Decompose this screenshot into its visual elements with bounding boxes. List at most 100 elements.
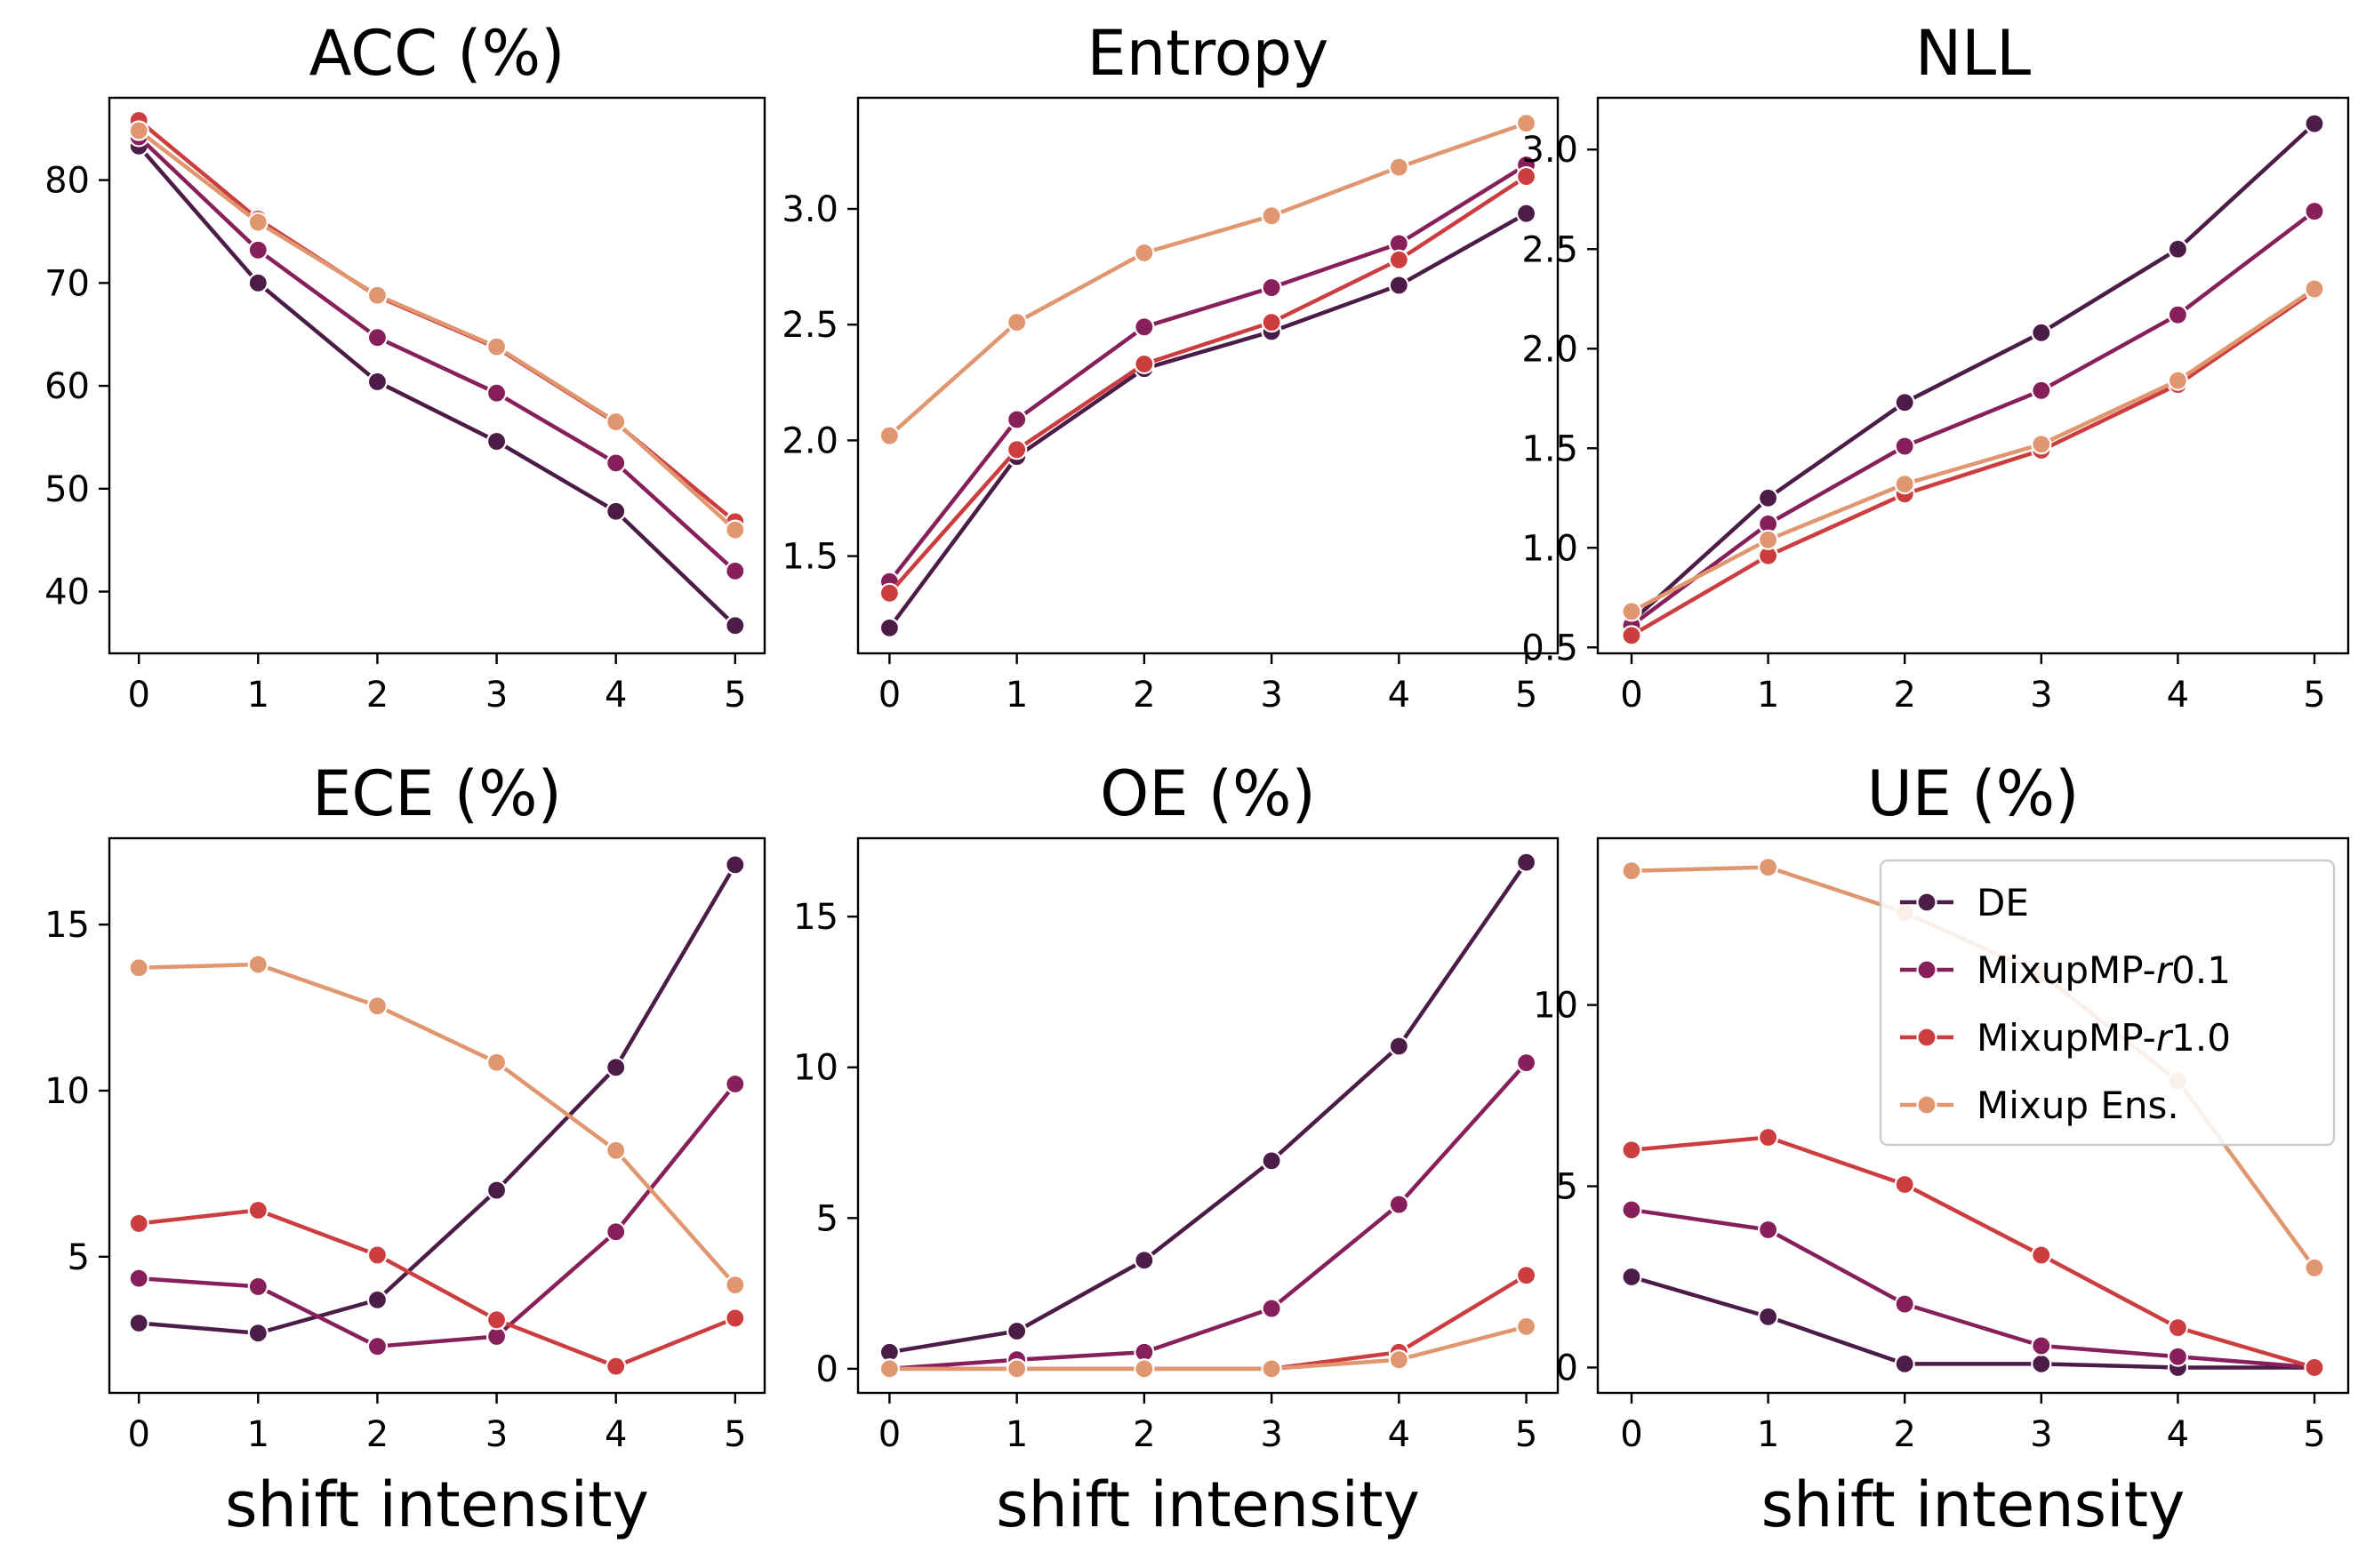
series-line: [1631, 1275, 2315, 1370]
data-point: [1894, 1173, 1915, 1196]
data-point: [878, 1358, 901, 1380]
y-tick-label: 60: [44, 366, 90, 407]
series-line: [138, 1208, 736, 1369]
data-point: [1261, 276, 1282, 299]
data-point: [725, 1073, 746, 1095]
x-tick-label: 0: [878, 1414, 901, 1455]
panel-title: ACC (%): [309, 17, 565, 90]
series-line: [887, 174, 1528, 595]
data-point: [1388, 1194, 1409, 1215]
data-point: [2031, 1335, 2052, 1356]
data-point: [1261, 205, 1282, 227]
series-line: [889, 1273, 1528, 1372]
data-point: [2167, 304, 2189, 325]
y-tick-label: 0: [816, 1349, 838, 1390]
legend-marker: [1916, 959, 1937, 980]
panel-ece: ECE (%) 0 1 2 3 4 5 5 10 15 shift intensity: [44, 757, 766, 1541]
y-tick-label: 15: [44, 905, 90, 946]
data-point: [2031, 1353, 2052, 1374]
series-mixupmp-r0-1: [128, 1073, 746, 1357]
data-point: [1894, 1353, 1915, 1374]
panel-title: OE (%): [1100, 757, 1316, 830]
data-point: [366, 1289, 389, 1310]
data-point: [2031, 322, 2052, 343]
series-line: [889, 1324, 1528, 1372]
x-tick-label: 0: [878, 675, 901, 716]
data-point: [2031, 380, 2052, 401]
series-line: [139, 1083, 737, 1348]
series-line: [138, 863, 737, 1335]
data-point: [247, 1199, 269, 1221]
axes-frame: [856, 836, 1560, 1395]
y-tick-label: 0.5: [1521, 628, 1578, 668]
data-point: [485, 382, 508, 404]
x-tick-label: 4: [605, 1414, 627, 1455]
x-tick-label: 2: [366, 675, 389, 716]
series-mixupmp-r0-1: [1621, 1199, 2325, 1379]
data-point: [366, 1336, 389, 1357]
data-point: [606, 452, 627, 474]
axes-frame: [1596, 836, 2350, 1395]
x-tick-label: 2: [1893, 675, 1915, 716]
data-point: [1515, 113, 1537, 134]
data-point: [878, 425, 901, 446]
x-tick-label: 2: [1893, 1414, 1915, 1455]
x-axis-label: shift intensity: [225, 1468, 649, 1541]
data-point: [1388, 275, 1409, 296]
series-de: [878, 852, 1537, 1363]
data-point: [485, 336, 508, 357]
data-point: [485, 1309, 508, 1331]
x-tick-label: 0: [127, 675, 149, 716]
y-tick-label: 1.5: [1521, 428, 1578, 469]
data-point: [1134, 1250, 1155, 1271]
y-tick-label: 10: [1533, 986, 1578, 1027]
panel-nll: NLL 0 1 2 3 4 5 0.5 1.0 1.5 2.0 2.5 3.0: [1521, 17, 2350, 716]
data-point: [128, 957, 149, 979]
x-tick-label: 1: [1006, 1414, 1028, 1455]
x-tick-label: 0: [127, 1414, 149, 1455]
legend-label: DE: [1977, 881, 2029, 924]
data-point: [725, 615, 746, 636]
y-tick-label: 10: [44, 1071, 90, 1112]
data-point: [1621, 601, 1642, 622]
y-tick-label: 15: [793, 897, 838, 938]
data-point: [1134, 316, 1155, 338]
y-tick-label: 2.0: [1521, 329, 1578, 370]
data-point: [1894, 473, 1915, 495]
panel-oe: OE (%) 0 1 2 3 4 5 0 5 10 15 shift intensity: [793, 757, 1560, 1541]
y-tick-label: 0: [1556, 1348, 1578, 1388]
x-tick-label: 1: [1757, 1414, 1779, 1455]
series-line: [1631, 1135, 2315, 1370]
series-mixupmp-r1-0: [878, 165, 1537, 604]
x-axis-label: shift intensity: [1761, 1468, 2186, 1541]
data-point: [725, 854, 746, 876]
data-point: [1621, 1266, 1642, 1288]
data-point: [128, 1212, 149, 1235]
series-line: [137, 129, 737, 532]
series-line: [887, 121, 1528, 437]
data-point: [1894, 392, 1915, 413]
y-tick-label: 1.0: [1521, 528, 1578, 569]
series-mixupmp-r1-0: [128, 1199, 746, 1377]
data-point: [1261, 312, 1282, 333]
data-point: [247, 239, 269, 260]
legend-marker: [1916, 892, 1937, 913]
axes-frame: [108, 836, 766, 1395]
data-point: [1007, 439, 1028, 460]
data-point: [1757, 1126, 1779, 1148]
data-point: [1388, 1036, 1409, 1057]
series-mixupmp-r1-0: [1621, 1126, 2325, 1379]
legend-item-de: DE: [1900, 881, 2029, 924]
series-line: [137, 144, 737, 628]
x-tick-label: 4: [605, 675, 627, 716]
data-point: [725, 519, 746, 540]
data-point: [366, 1244, 389, 1266]
series-line: [1630, 209, 2316, 628]
data-point: [2304, 1257, 2325, 1278]
data-point: [1388, 249, 1409, 270]
data-point: [2167, 1346, 2189, 1367]
x-tick-label: 3: [485, 675, 508, 716]
data-point: [1515, 1316, 1537, 1337]
data-point: [247, 1323, 269, 1344]
